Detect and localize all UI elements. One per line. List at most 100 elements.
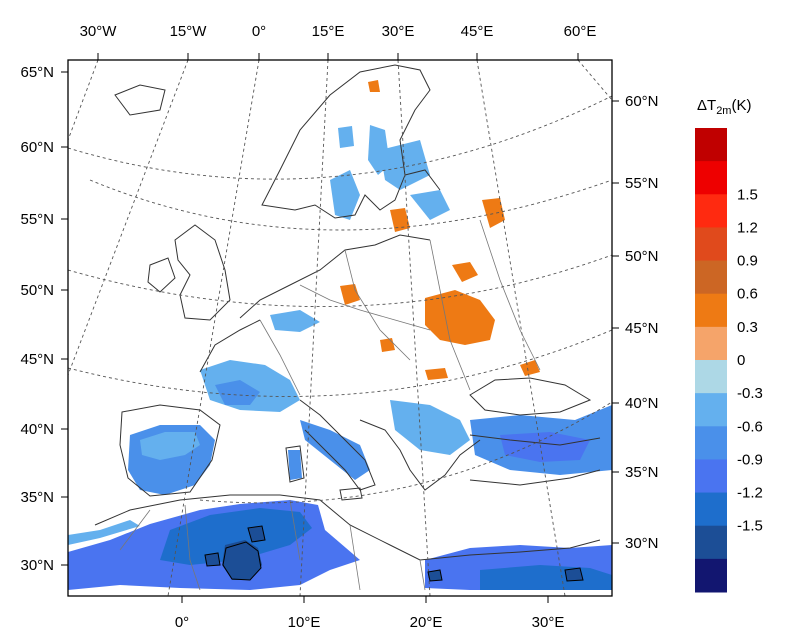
turkey-coast: [469, 434, 601, 486]
colorbar-bin: [695, 260, 727, 295]
top-lon-label: 0°: [252, 23, 266, 40]
top-lon-label: 15°W: [170, 23, 208, 40]
significance-region-2: [247, 525, 266, 543]
border-6: [289, 499, 426, 591]
left-lat-label: 30°N: [20, 557, 54, 574]
top-lon-label: 30°E: [382, 23, 415, 40]
egypt-cold-core: [480, 565, 612, 590]
scandinavia-cool-1: [330, 170, 360, 220]
sardinia-cold: [288, 450, 302, 480]
scandinavia-cool-3: [338, 126, 354, 148]
colorbar: ΔT2m(K) 1.5 1.2 0.9 0.6 0.3 0 -0.3 -0.6 -0.9 -1.2…: [695, 97, 763, 593]
left-lat-label: 65°N: [20, 64, 54, 81]
bottom-lon-label: 0°: [175, 614, 189, 631]
coastlines: [94, 64, 601, 561]
iberia-light: [140, 432, 200, 460]
meridian-30e: [397, 60, 431, 596]
scandinavia-coast: [261, 64, 431, 219]
colorbar-bin: [695, 360, 727, 394]
finland-coast: [404, 169, 441, 191]
colorbar-bin: [695, 393, 727, 427]
turkey-core: [500, 432, 590, 462]
right-lat-label: 60°N: [625, 93, 659, 110]
border-3: [344, 249, 411, 361]
north-africa-lightband: [68, 520, 140, 545]
scandinavia-warm: [368, 80, 380, 92]
left-lat-label: 55°N: [20, 211, 54, 228]
colorbar-bins: [695, 128, 727, 593]
meridian-60e: [577, 60, 612, 101]
colorbar-tick-label: -0.9: [737, 451, 763, 468]
left-lat-label: 40°N: [20, 421, 54, 438]
black-sea-coast: [469, 377, 592, 416]
sardinia-coast: [285, 445, 305, 483]
iberia-coast: [119, 404, 221, 497]
left-lat-label: 50°N: [20, 282, 54, 299]
colorbar-tick-label: -1.2: [737, 485, 763, 502]
sweden-warm: [390, 208, 410, 232]
colorbar-tick-label: -0.6: [737, 418, 763, 435]
france-cold-spots: [215, 380, 260, 405]
border-2: [299, 284, 431, 331]
right-lat-label: 30°N: [625, 535, 659, 552]
colorbar-bin: [695, 227, 727, 262]
russia-warm-2: [482, 198, 505, 228]
colorbar-tick-label: 0: [737, 352, 745, 369]
meridian-45e: [476, 60, 566, 596]
colorbar-tick-label: 0.3: [737, 319, 758, 336]
colorbar-tick-label: 0.6: [737, 286, 758, 303]
right-lat-label: 45°N: [625, 320, 659, 337]
italy-cold: [300, 420, 370, 480]
baltic-cool: [410, 190, 450, 220]
significance-regions: [204, 525, 584, 582]
border-5: [479, 219, 541, 371]
colorbar-bin: [695, 426, 727, 460]
top-lon-label: 45°E: [461, 23, 494, 40]
parallel-50n: [68, 254, 612, 308]
italy-coast: [299, 399, 376, 491]
finland-cool: [380, 140, 430, 190]
border-4: [429, 239, 471, 391]
right-lat-label: 35°N: [625, 464, 659, 481]
right-lat-label: 50°N: [625, 248, 659, 265]
central-europe-cool: [270, 310, 320, 332]
left-lat-label: 45°N: [20, 351, 54, 368]
colorbar-bin: [695, 293, 727, 328]
colorbar-tick-label: -1.5: [737, 518, 763, 535]
poland-warm: [340, 284, 360, 305]
significance-region-1: [222, 541, 262, 581]
significance-region-4: [427, 569, 443, 582]
left-lat-labels: 65°N 60°N 55°N 50°N 45°N 40°N 35°N 30°N: [20, 64, 54, 574]
colorbar-bin: [695, 128, 727, 162]
colorbar-title: ΔT2m(K): [697, 97, 751, 117]
colorbar-bin: [695, 326, 727, 361]
border-7: [119, 504, 201, 591]
balkans-cold: [390, 400, 470, 455]
ireland-coast: [147, 257, 176, 293]
anomaly-fields: [68, 80, 612, 590]
british-isles-coast: [174, 224, 231, 321]
colorbar-bin: [695, 459, 727, 494]
colorbar-title-sub: 2m: [716, 105, 731, 117]
north-africa-core: [160, 508, 312, 565]
graticule: [68, 60, 612, 596]
top-lon-label: 60°E: [564, 23, 597, 40]
colorbar-tick-label: -0.3: [737, 385, 763, 402]
right-lat-label: 40°N: [625, 395, 659, 412]
colorbar-bin: [695, 194, 727, 228]
balkans-coast: [359, 419, 481, 491]
iceland-coast: [114, 84, 166, 116]
continent-coast: [199, 234, 431, 373]
map-panel: 30°W 15°W 0° 15°E 30°E 45°E 60°E 65°N 60…: [20, 23, 658, 631]
right-lat-label: 55°N: [625, 175, 659, 192]
map-ticks: [61, 53, 619, 603]
colorbar-bin: [695, 525, 727, 560]
meridian-15w: [68, 60, 189, 376]
colorbar-title-main: ΔT: [697, 97, 716, 114]
left-lat-label: 35°N: [20, 489, 54, 506]
right-lat-labels: 60°N 55°N 50°N 45°N 40°N 35°N 30°N: [625, 93, 659, 552]
colorbar-tick-label: 1.2: [737, 219, 758, 236]
colorbar-tick-label: 0.9: [737, 253, 758, 270]
meridian-0: [167, 60, 260, 596]
